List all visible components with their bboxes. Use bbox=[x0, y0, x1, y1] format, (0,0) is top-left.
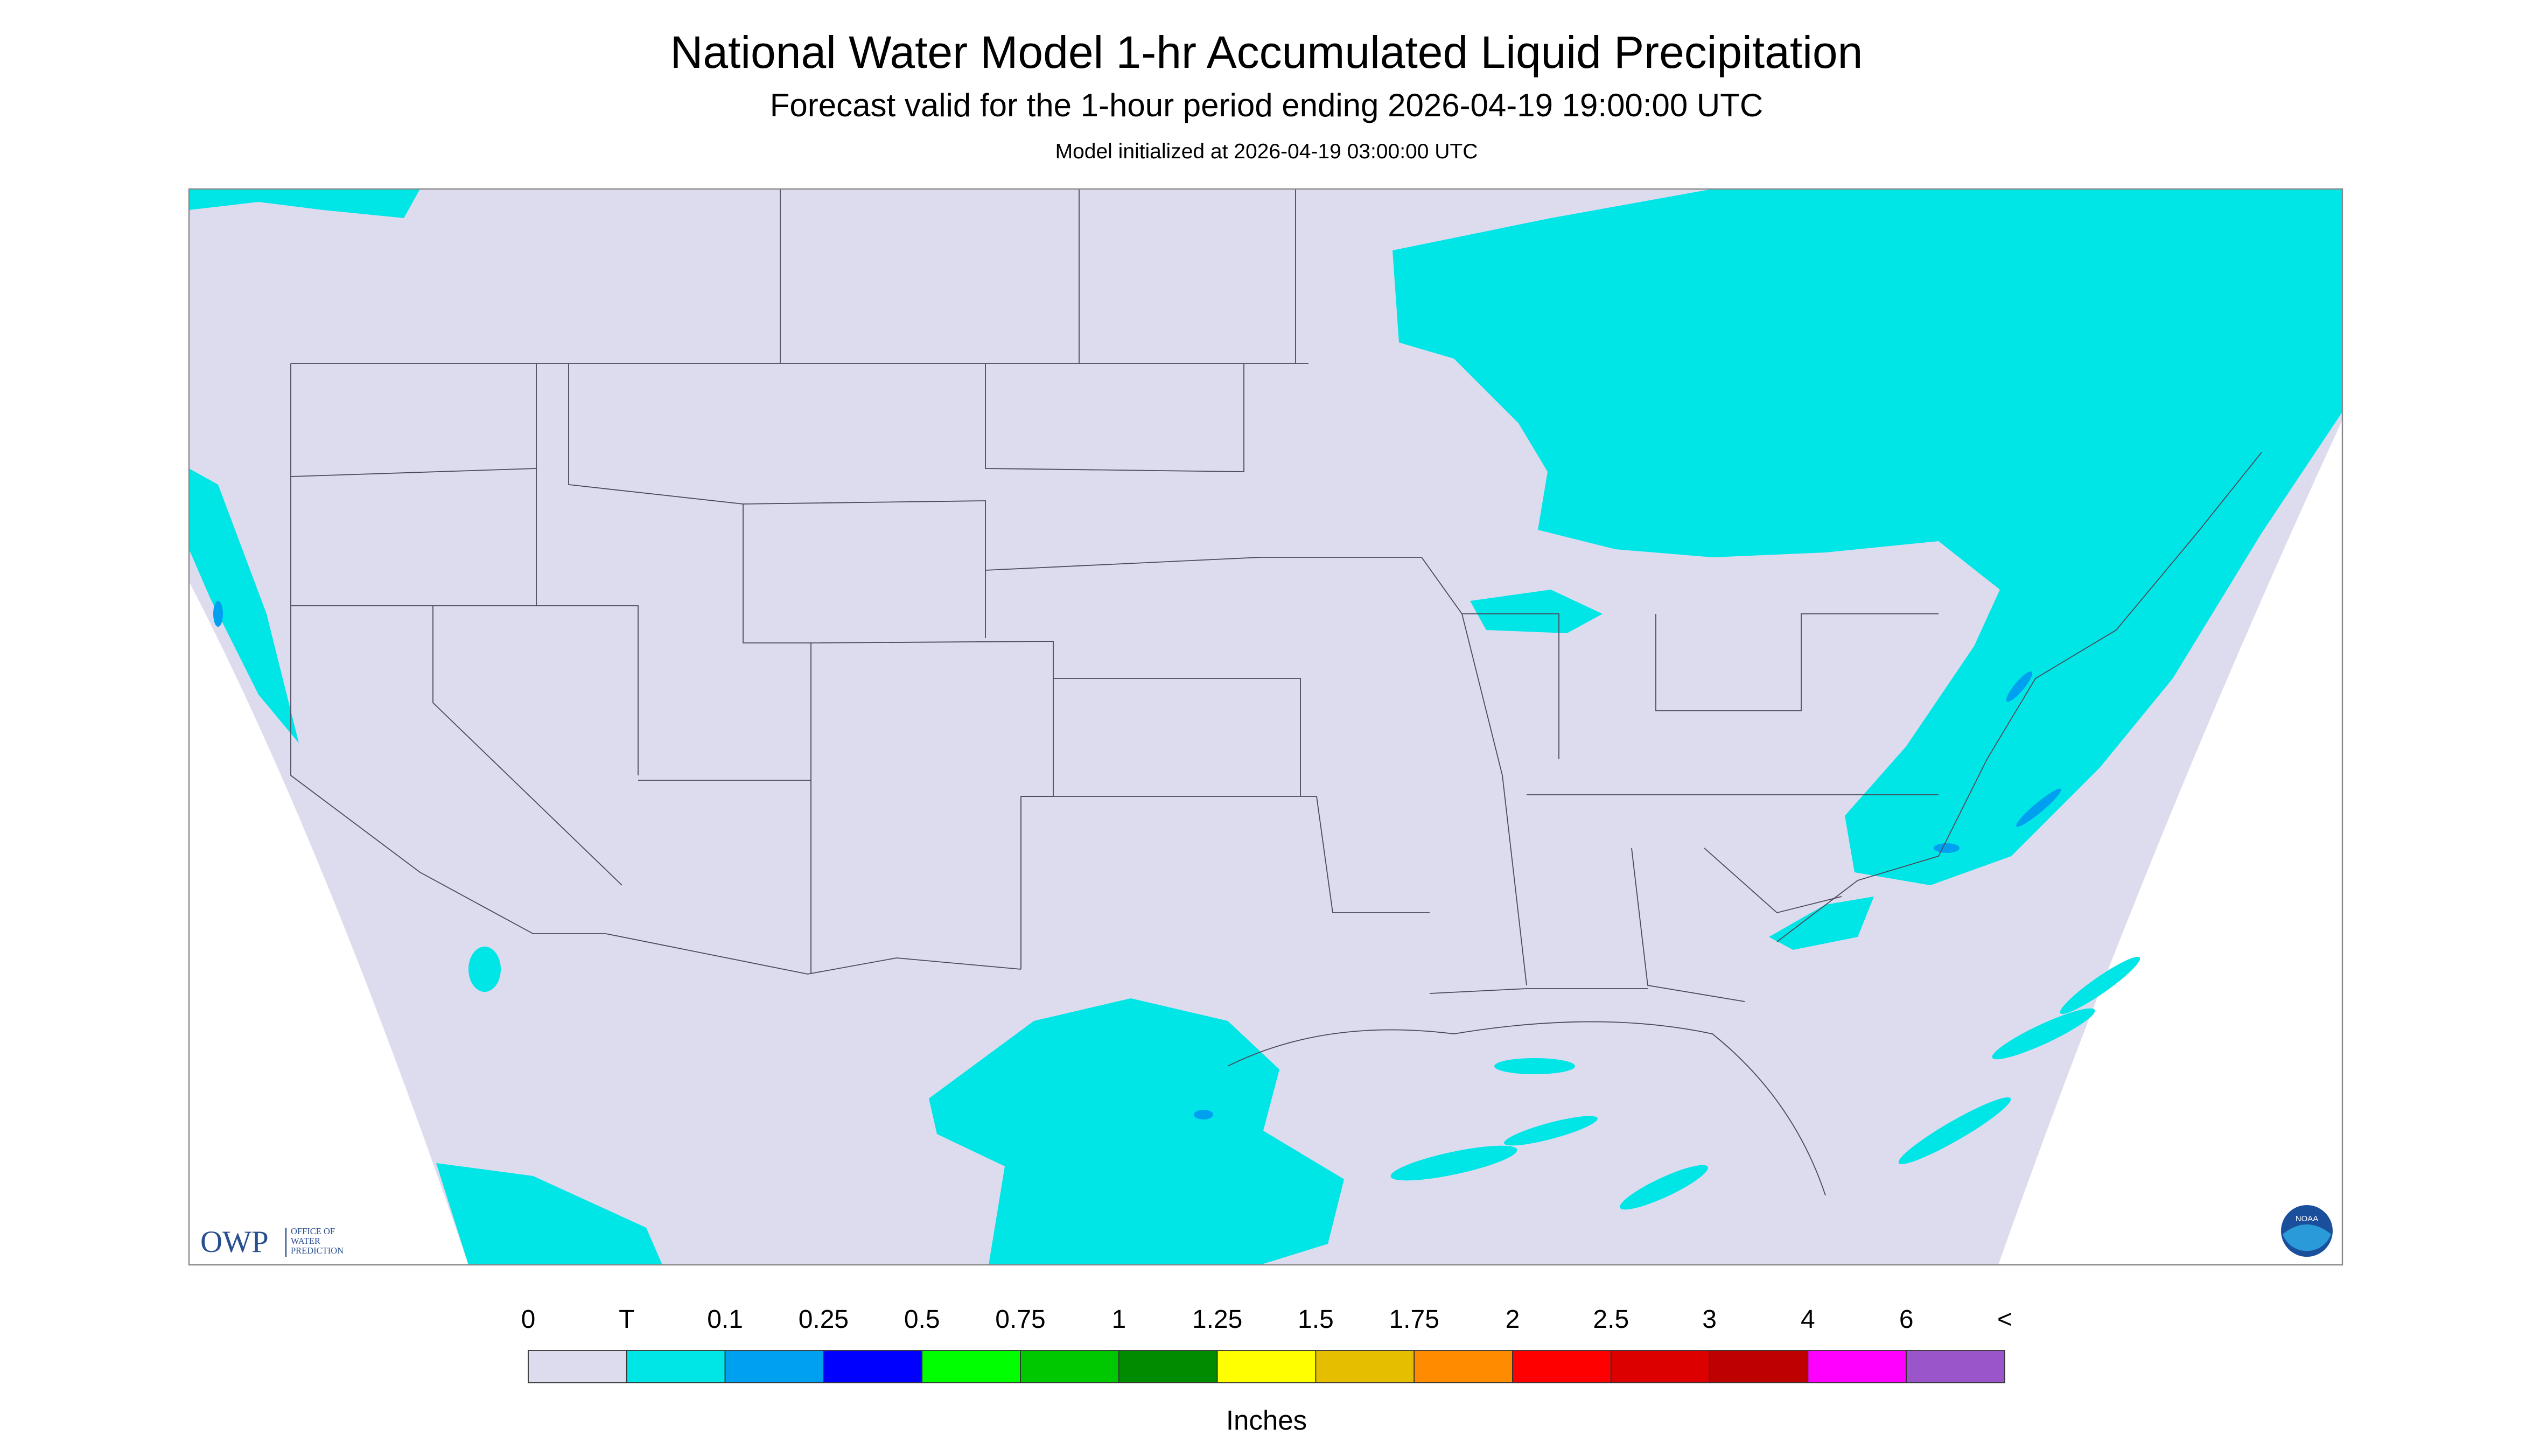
owp-logo: OWP OFFICE OF WATER PREDICTION bbox=[200, 1225, 344, 1259]
legend-swatch bbox=[1610, 1350, 1710, 1383]
legend-label: 1 bbox=[1111, 1305, 1126, 1334]
legend-label: 2 bbox=[1506, 1305, 1520, 1334]
owp-text: OWP bbox=[200, 1225, 269, 1259]
legend-label: < bbox=[1997, 1305, 2012, 1334]
legend-label: 4 bbox=[1801, 1305, 1815, 1334]
legend-label: 1.5 bbox=[1298, 1305, 1334, 1334]
legend-swatch bbox=[1216, 1350, 1317, 1383]
legend-label: 1.25 bbox=[1192, 1305, 1242, 1334]
subtitle: Forecast valid for the 1-hour period end… bbox=[770, 87, 1763, 123]
state-borders bbox=[290, 189, 2262, 1196]
noaa-text: NOAA bbox=[2296, 1214, 2319, 1223]
legend-label: 0 bbox=[521, 1305, 536, 1334]
legend-label: 0.5 bbox=[904, 1305, 940, 1334]
noaa-logo: NOAA bbox=[2281, 1205, 2333, 1257]
legend-label: 0.25 bbox=[799, 1305, 849, 1334]
map: OWP OFFICE OF WATER PREDICTION NOAA bbox=[188, 188, 2343, 1266]
legend-label: 1.75 bbox=[1389, 1305, 1439, 1334]
legend-swatch bbox=[626, 1350, 726, 1383]
legend-swatch bbox=[823, 1350, 923, 1383]
legend-swatch bbox=[1512, 1350, 1612, 1383]
init-note: Model initialized at 2026-04-19 03:00:00… bbox=[1055, 140, 1478, 163]
legend-swatch bbox=[528, 1350, 627, 1383]
legend-label: T bbox=[619, 1305, 634, 1334]
legend-unit: Inches bbox=[1226, 1405, 1307, 1436]
legend-swatch bbox=[1315, 1350, 1415, 1383]
legend-swatch bbox=[1020, 1350, 1119, 1383]
title: National Water Model 1-hr Accumulated Li… bbox=[670, 27, 1863, 78]
legend-swatch bbox=[921, 1350, 1021, 1383]
owp-line: PREDICTION bbox=[291, 1245, 344, 1256]
legend-swatch bbox=[1807, 1350, 1907, 1383]
precip-areas bbox=[189, 189, 2342, 1265]
legend-swatch bbox=[1709, 1350, 1809, 1383]
legend-swatch bbox=[1414, 1350, 1513, 1383]
legend-swatch bbox=[724, 1350, 824, 1383]
legend-label: 2.5 bbox=[1593, 1305, 1629, 1334]
legend-label: 0.75 bbox=[995, 1305, 1045, 1334]
legend-label: 0.1 bbox=[707, 1305, 743, 1334]
precip-moderate bbox=[213, 601, 2061, 1120]
owp-line: OFFICE OF bbox=[291, 1226, 335, 1236]
noaa-wave bbox=[2283, 1224, 2331, 1251]
owp-line: WATER bbox=[291, 1236, 320, 1246]
legend-swatch bbox=[1118, 1350, 1218, 1383]
legend-label: 6 bbox=[1899, 1305, 1914, 1334]
legend-swatch bbox=[1906, 1350, 2005, 1383]
map-frame bbox=[188, 188, 2343, 1266]
legend: 0 T 0.1 0.25 0.5 0.75 1 1.25 1.5 1.75 2 2.5 3 4 6 < bbox=[521, 1305, 2012, 1383]
legend-label: 3 bbox=[1702, 1305, 1717, 1334]
